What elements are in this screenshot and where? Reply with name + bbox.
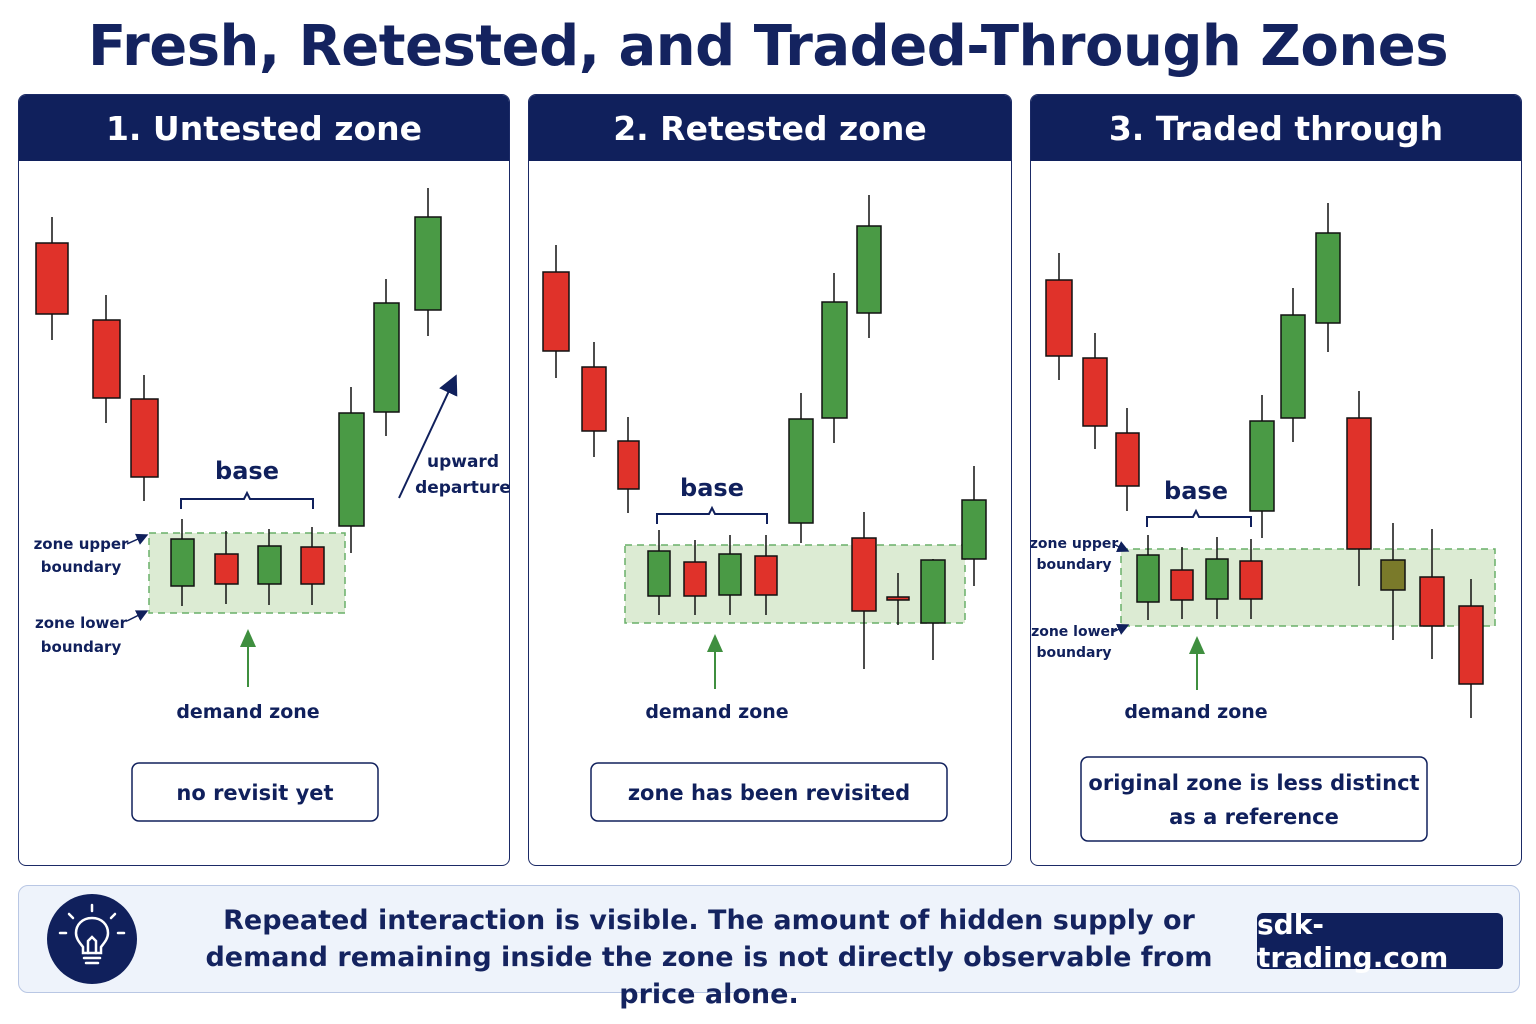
zone-upper-label: zone upper boundary: [1031, 536, 1118, 573]
demand-zone-label: demand zone: [1124, 701, 1267, 723]
demand-zone-label: demand zone: [645, 701, 788, 723]
lightbulb-icon: [47, 894, 137, 984]
panel-title: 3. Traded through: [1031, 95, 1521, 161]
caption-box: [1080, 756, 1428, 842]
zone-lower-label: zone lower boundary: [1031, 624, 1117, 661]
candle: [170, 519, 195, 606]
candle: [683, 540, 707, 615]
candle: [1170, 547, 1194, 619]
candle: [1136, 535, 1160, 620]
candle: [647, 530, 671, 615]
caption-box: [131, 762, 379, 822]
candle: [821, 273, 848, 443]
candle: [1239, 539, 1263, 619]
candle: [617, 417, 640, 513]
base-bracket: [180, 490, 314, 509]
candle: [92, 295, 121, 423]
demand-zone-rect: [624, 544, 966, 624]
footer-note: Repeated interaction is visible. The amo…: [18, 885, 1520, 1010]
candle: [35, 217, 69, 340]
demand-zone-label: demand zone: [176, 701, 319, 723]
base-label: base: [1164, 477, 1228, 505]
candle: [1458, 579, 1484, 718]
panel-untested: 1. Untested zone: [18, 94, 510, 866]
panel-traded-through: 3. Traded through: [1030, 94, 1522, 866]
zone-lower-arrow: [1112, 624, 1130, 635]
candle: [856, 195, 882, 338]
candle: [851, 512, 877, 669]
caption-box: [590, 762, 948, 822]
candle: [581, 342, 607, 457]
caption: zone has been revisited: [628, 781, 910, 805]
candle: [788, 393, 814, 543]
candle: [1419, 529, 1445, 659]
candle: [130, 375, 159, 501]
candle: [1082, 333, 1108, 449]
zone-upper-arrow: [126, 533, 149, 545]
zone-upper-label: zone upper boundary: [34, 535, 129, 576]
candle: [338, 387, 365, 553]
candle: [1380, 523, 1406, 640]
candle: [300, 527, 325, 605]
candle: [754, 535, 778, 615]
candle: [961, 466, 987, 586]
candle: [718, 535, 742, 615]
candle: [257, 529, 282, 605]
candle: [920, 559, 946, 660]
departure-arrow: [398, 374, 458, 499]
candle: [542, 245, 570, 378]
candle: [1115, 408, 1140, 511]
caption: original zone is less distinct as a refer…: [1088, 771, 1419, 829]
base-bracket: [1146, 508, 1252, 527]
base-label: base: [680, 474, 744, 502]
zone-lower-arrow: [126, 610, 149, 622]
candle: [1205, 537, 1229, 619]
brand-badge: sdk-trading.com: [1257, 908, 1503, 974]
candle: [1346, 391, 1372, 586]
panel-retested: 2. Retested zone: [528, 94, 1012, 866]
zone-upper-arrow: [1112, 541, 1130, 552]
candle: [214, 531, 239, 604]
candle: [1315, 203, 1341, 352]
base-label: base: [215, 457, 279, 485]
candle: [414, 188, 442, 336]
page-title: Fresh, Retested, and Traded-Through Zone…: [87, 14, 1449, 79]
candle: [1249, 395, 1275, 538]
base-bracket: [656, 505, 768, 524]
panel-diagram: base zone upper boundary zone lower bounda…: [1031, 203, 1496, 842]
footer-text: Repeated interaction is visible. The amo…: [205, 905, 1213, 1010]
departure-label: upward departure: [415, 452, 509, 498]
zone-lower-label: zone lower boundary: [35, 614, 128, 656]
panel-title: 1. Untested zone: [19, 95, 509, 161]
candle: [1280, 288, 1306, 442]
panel-diagram: base zone upper boundary zone lower bounda…: [34, 188, 509, 822]
panel-diagram: base demand zone zone has been revisited: [542, 195, 987, 822]
candle: [373, 279, 400, 436]
candle: [1045, 253, 1073, 380]
caption: no revisit yet: [176, 781, 333, 805]
candle: [886, 573, 910, 625]
panel-title: 2. Retested zone: [529, 95, 1011, 161]
